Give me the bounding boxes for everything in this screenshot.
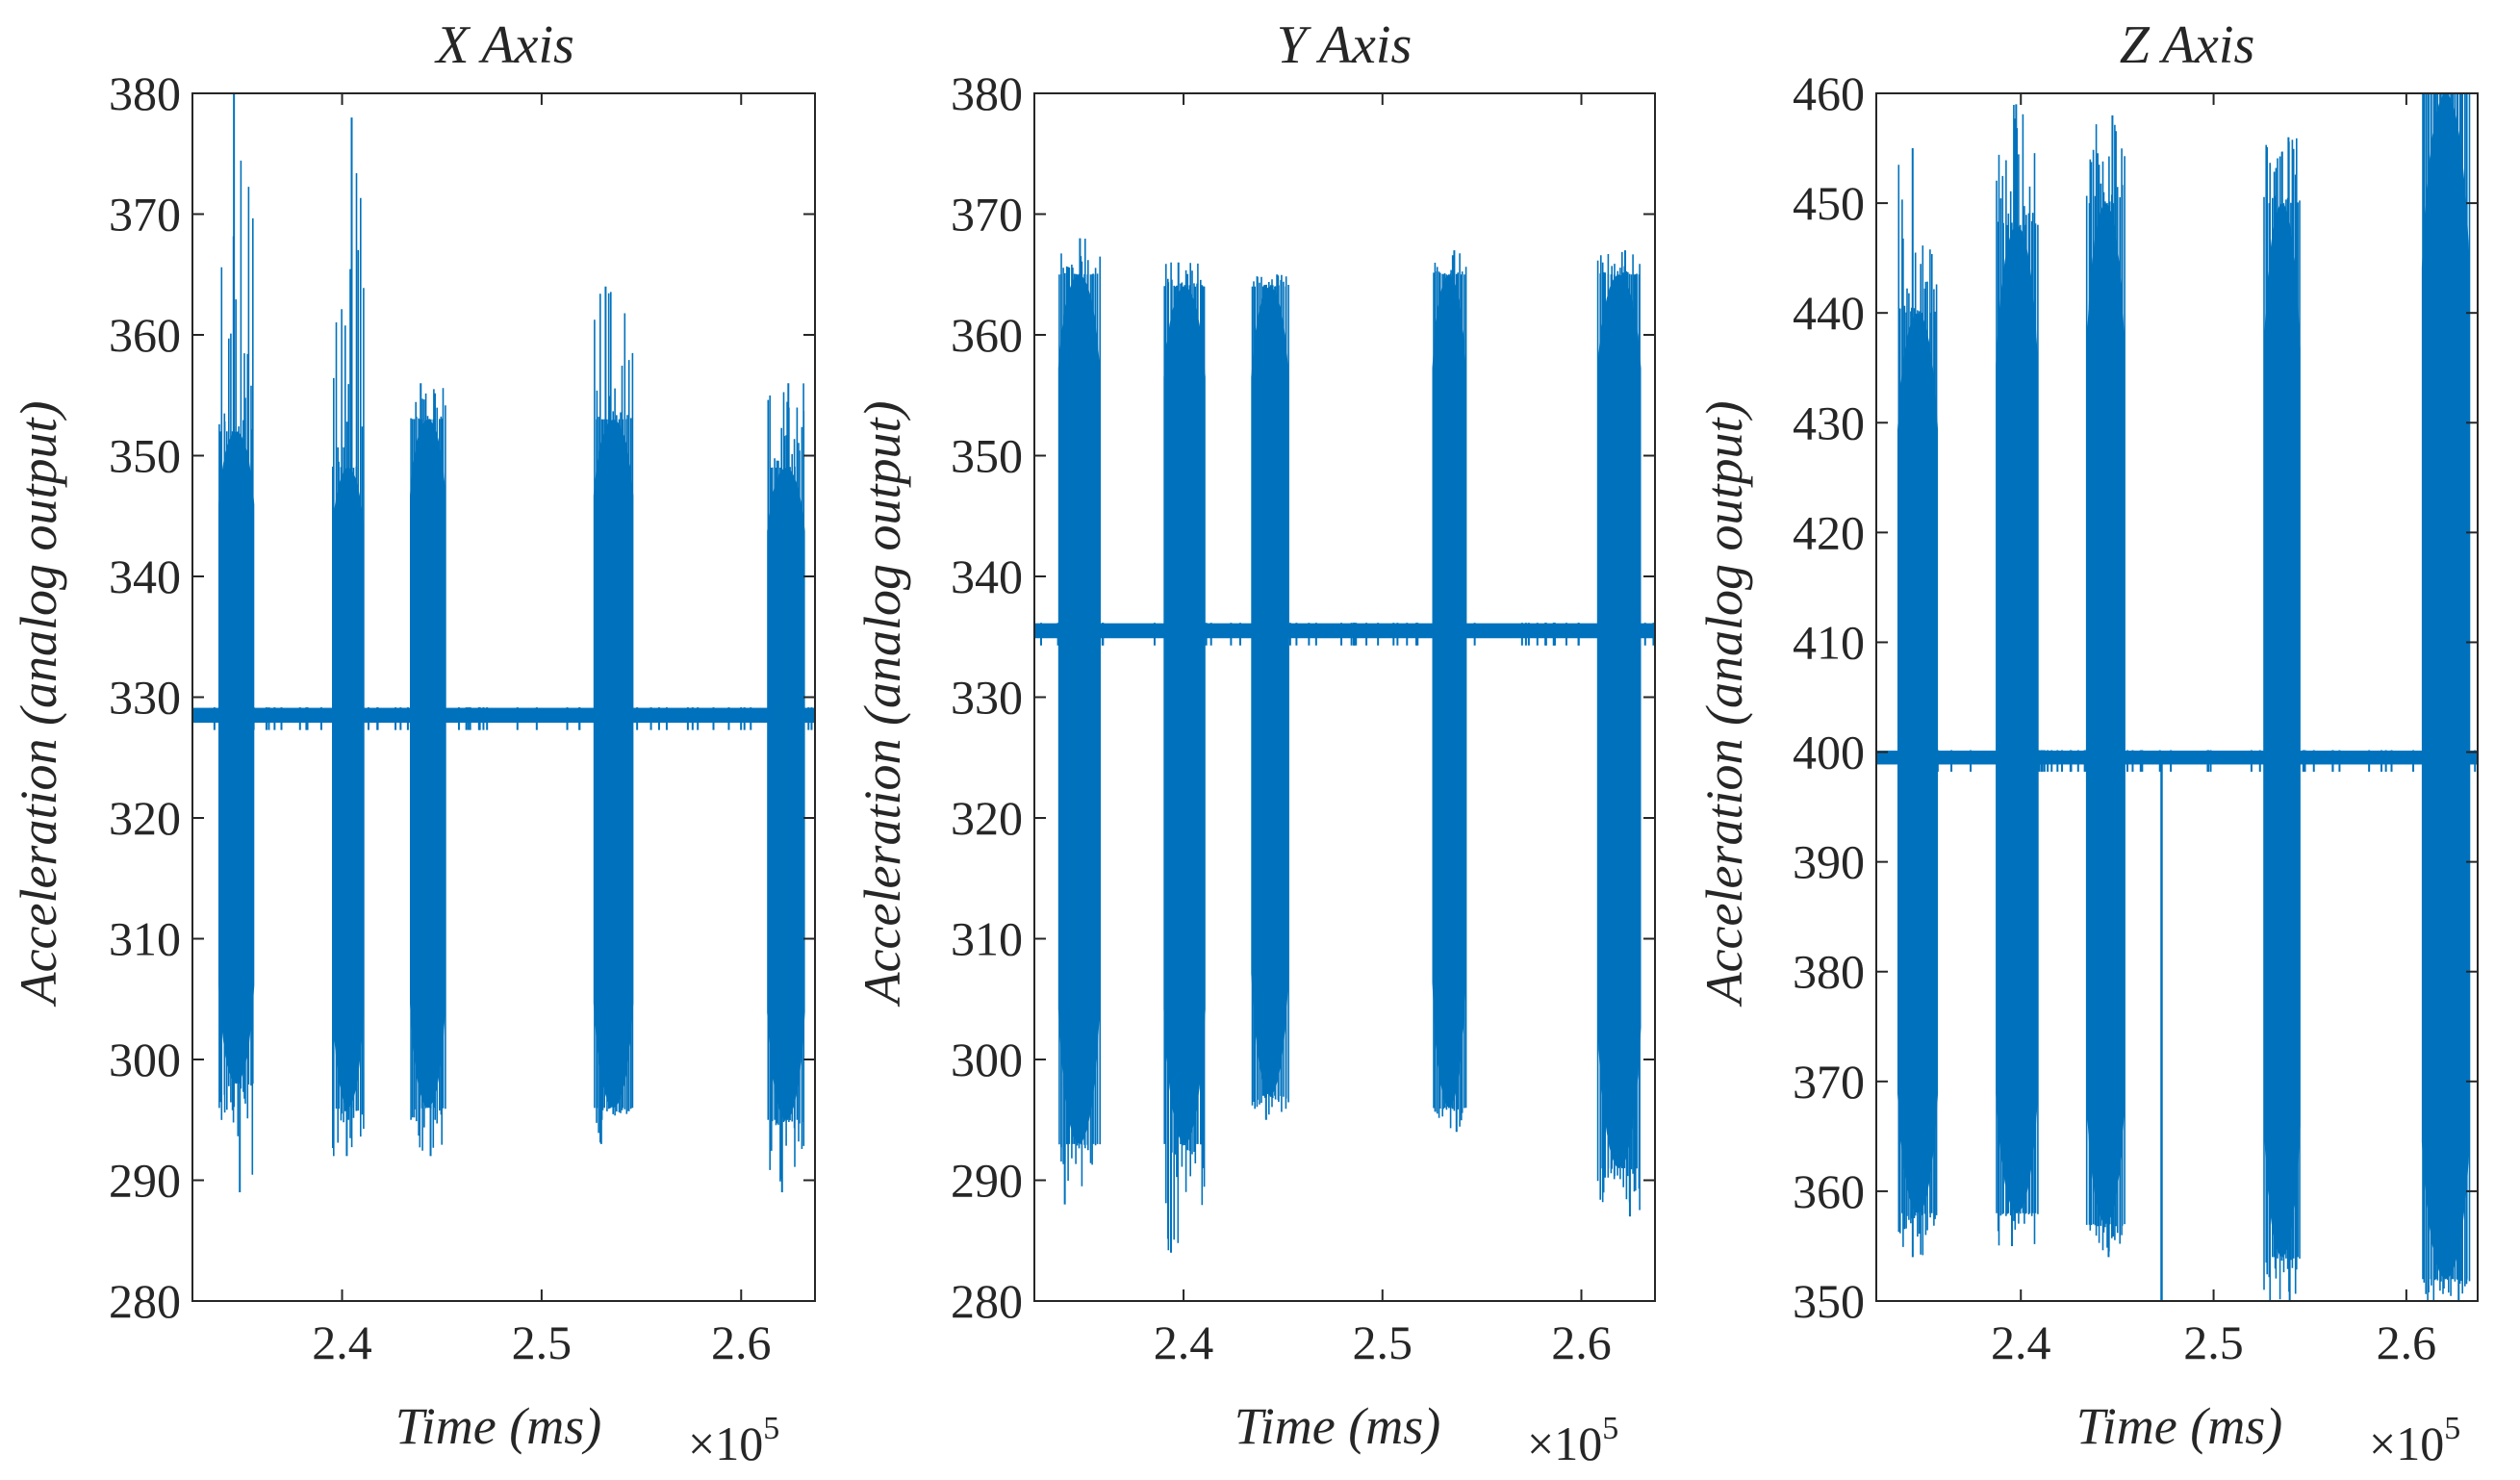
z-axis-panel: Z Axis 350 360 370 380 390 400 410 420 430 440 450…: [1695, 15, 2479, 1470]
x-axis-plot-title: X Axis: [434, 15, 574, 75]
y-axis-ytick-label: 380: [951, 66, 1023, 120]
x-axis-plot-frame: [191, 92, 816, 1302]
x-axis-y-label: Acceleration (analog output): [10, 401, 67, 1008]
y-axis-y-label: Acceleration (analog output): [853, 401, 911, 1008]
y-axis-ytick-label: 300: [951, 1033, 1023, 1086]
x-axis-xtick-label: 2.4: [312, 1315, 372, 1369]
z-axis-ytick-label: 350: [1793, 1274, 1865, 1328]
z-axis-burst-3: [2085, 115, 2125, 1258]
z-axis-signal: [1876, 93, 2478, 1301]
x-axis-ytick-label: 280: [109, 1274, 181, 1328]
y-axis-baseline: [1034, 623, 1655, 639]
z-axis-ticks: 350 360 370 380 390 400 410 420 430 440 450 460 2.4 2…: [1793, 66, 2478, 1369]
x-axis-ticks: 280 290 300 310 320 330 340 350 360 370 380 2.4 2.5 2…: [109, 66, 815, 1369]
x-axis-burst-4: [593, 286, 634, 1144]
x-axis-ytick-label: 380: [109, 66, 181, 120]
z-axis-baseline: [1876, 751, 2478, 765]
z-axis-ytick-label: 450: [1793, 176, 1865, 230]
x-axis-xtick-label: 2.6: [711, 1315, 772, 1369]
z-axis-burst-4: [2263, 137, 2301, 1301]
z-axis-xtick-label: 2.4: [1991, 1315, 2051, 1369]
y-axis-ytick-label: 360: [951, 308, 1023, 362]
y-axis-ytick-label: 330: [951, 671, 1023, 725]
z-axis-ytick-label: 400: [1793, 726, 1865, 779]
x-axis-ytick-label: 350: [109, 429, 181, 483]
z-axis-y-label: Acceleration (analog output): [1695, 401, 1753, 1008]
z-axis-x-label: Time (ms): [2076, 1397, 2283, 1455]
y-axis-plot-frame: [1033, 92, 1656, 1302]
z-axis-ytick-label: 430: [1793, 396, 1865, 449]
y-axis-ticks: 280 290 300 310 320 330 340 350 360 370 380 2.4 2.5 2…: [951, 66, 1655, 1369]
x-axis-exponent-label: ×105: [688, 1411, 779, 1470]
x-axis-signal: [192, 93, 815, 1193]
y-axis-ytick-label: 320: [951, 791, 1023, 845]
x-axis-ytick-label: 370: [109, 188, 181, 242]
z-axis-ytick-label: 410: [1793, 615, 1865, 669]
y-axis-ytick-label: 290: [951, 1154, 1023, 1208]
z-axis-plot-frame: [1875, 92, 2479, 1302]
y-axis-xtick-label: 2.6: [1551, 1315, 1612, 1369]
x-axis-ytick-label: 360: [109, 308, 181, 362]
y-axis-burst-1: [1057, 238, 1101, 1205]
x-axis-ytick-label: 330: [109, 671, 181, 725]
z-axis-ytick-label: 420: [1793, 505, 1865, 559]
x-axis-ytick-label: 300: [109, 1033, 181, 1086]
x-axis-burst-2: [331, 117, 365, 1157]
z-axis-burst-5: [2421, 93, 2471, 1301]
y-axis-ytick-label: 370: [951, 188, 1023, 242]
y-axis-burst-5: [1596, 250, 1642, 1217]
y-axis-exponent-label: ×105: [1527, 1411, 1618, 1470]
y-axis-ytick-label: 350: [951, 429, 1023, 483]
z-axis-xtick-label: 2.6: [2377, 1315, 2437, 1369]
x-axis-burst-1: [218, 93, 255, 1193]
x-axis-ytick-label: 320: [109, 791, 181, 845]
y-axis-plot-title: Y Axis: [1277, 15, 1413, 75]
x-axis-panel: X Axis 280 290 300 310 320 330 340 350 360 370 380…: [10, 15, 816, 1470]
y-axis-panel: Y Axis 280 290 300 310 320 330 340 350 360 370 380…: [853, 15, 1656, 1470]
x-axis-burst-5: [767, 383, 805, 1193]
z-axis-burst-1: [1897, 148, 1939, 1258]
z-axis-ytick-label: 440: [1793, 286, 1865, 340]
x-axis-x-label: Time (ms): [395, 1397, 602, 1455]
y-axis-burst-2: [1163, 262, 1206, 1253]
y-axis-xtick-label: 2.5: [1353, 1315, 1413, 1369]
y-axis-signal: [1034, 238, 1655, 1253]
y-axis-burst-4: [1432, 250, 1467, 1133]
x-axis-ytick-label: 290: [109, 1154, 181, 1208]
z-axis-ytick-label: 390: [1793, 835, 1865, 889]
y-axis-xtick-label: 2.4: [1154, 1315, 1214, 1369]
y-axis-burst-3: [1251, 274, 1289, 1120]
y-axis-ytick-label: 340: [951, 549, 1023, 603]
z-axis-xtick-label: 2.5: [2183, 1315, 2244, 1369]
z-axis-burst-2: [1996, 104, 2039, 1246]
y-axis-ytick-label: 280: [951, 1274, 1023, 1328]
z-axis-ytick-label: 460: [1793, 66, 1865, 120]
y-axis-x-label: Time (ms): [1235, 1397, 1441, 1455]
z-axis-ytick-label: 370: [1793, 1055, 1865, 1109]
z-axis-ytick-label: 360: [1793, 1164, 1865, 1218]
x-axis-ytick-label: 310: [109, 912, 181, 966]
x-axis-baseline: [192, 707, 815, 724]
x-axis-burst-3: [410, 383, 446, 1157]
z-axis-plot-title: Z Axis: [2120, 15, 2255, 75]
z-axis-exponent-label: ×105: [2369, 1411, 2460, 1470]
x-axis-xtick-label: 2.5: [512, 1315, 573, 1369]
z-axis-ytick-label: 380: [1793, 945, 1865, 999]
y-axis-ytick-label: 310: [951, 912, 1023, 966]
x-axis-ytick-label: 340: [109, 549, 181, 603]
